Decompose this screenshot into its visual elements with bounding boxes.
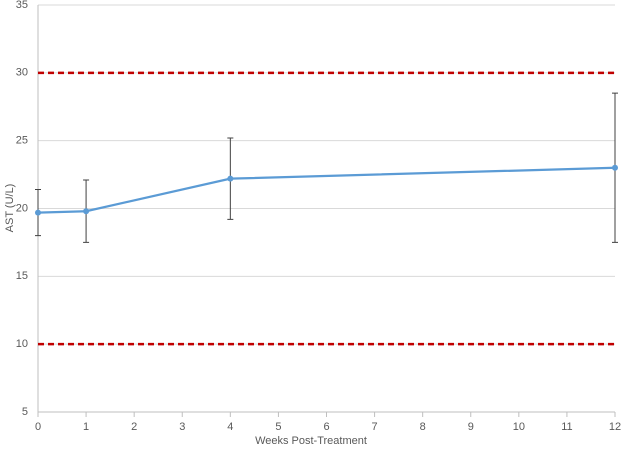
x-tick-label: 10: [513, 421, 525, 433]
x-tick-label: 12: [609, 421, 621, 433]
data-point: [35, 209, 41, 216]
y-axis-title: AST (U/L): [4, 184, 16, 233]
data-point: [612, 164, 618, 171]
x-tick-label: 2: [131, 421, 137, 433]
data-point: [83, 208, 90, 215]
x-tick-label: 4: [227, 421, 233, 433]
x-tick-label: 9: [468, 421, 474, 433]
x-tick-label: 11: [561, 421, 572, 433]
x-tick-label: 6: [323, 421, 329, 433]
x-axis-title: Weeks Post-Treatment: [255, 435, 367, 447]
y-tick-label: 15: [16, 270, 28, 282]
y-tick-label: 30: [16, 67, 28, 79]
x-tick-label: 5: [275, 421, 281, 433]
y-tick-label: 25: [16, 135, 28, 147]
x-tick-label: 3: [179, 421, 185, 433]
y-tick-label: 35: [16, 0, 28, 11]
x-tick-label: 8: [420, 421, 426, 433]
series-line: [37, 166, 616, 214]
y-tick-label: 5: [22, 406, 28, 418]
x-tick-label: 0: [35, 421, 41, 433]
x-tick-label: 1: [83, 421, 89, 433]
x-tick-label: 7: [372, 421, 378, 433]
y-tick-label: 10: [16, 338, 28, 350]
data-point: [227, 175, 234, 182]
y-tick-label: 20: [16, 202, 28, 214]
